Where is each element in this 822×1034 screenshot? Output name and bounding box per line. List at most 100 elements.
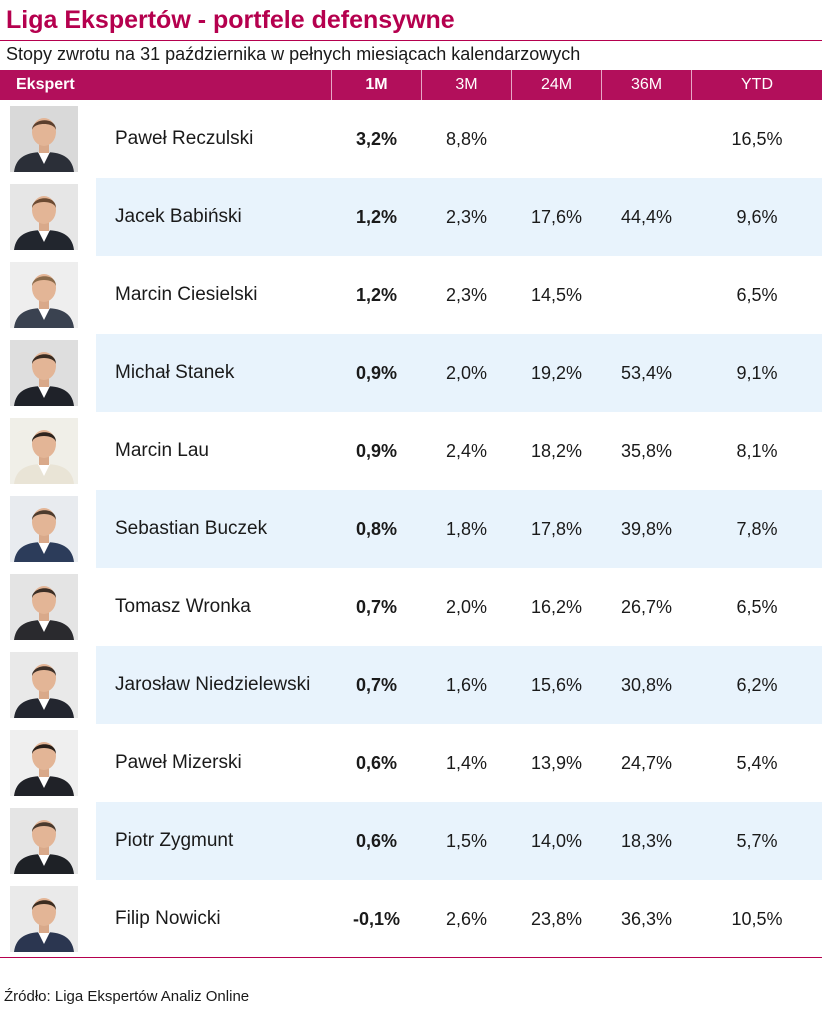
expert-name: Paweł Reczulski: [115, 128, 254, 149]
expert-avatar: [10, 808, 78, 874]
column-divider: [601, 70, 602, 100]
expert-name: Marcin Lau: [115, 440, 209, 461]
portrait-icon: [10, 106, 78, 172]
return-36m: [602, 100, 691, 178]
return-24m: 18,2%: [530, 441, 583, 461]
column-header-1m: 1M: [365, 76, 388, 93]
expert-name: Jarosław Niedzielewski: [115, 674, 311, 695]
table-row: Marcin Lau 0,9% 2,4% 18,2% 35,8% 8,1%: [0, 412, 822, 490]
return-24m: 15,6%: [530, 675, 583, 695]
return-ytd: 8,1%: [736, 441, 778, 461]
return-3m: 2,3%: [445, 207, 488, 227]
table-row: Marcin Ciesielski 1,2% 2,3% 14,5% 6,5%: [0, 256, 822, 334]
expert-name: Paweł Mizerski: [115, 752, 242, 773]
column-header-24m: 24M: [540, 76, 573, 93]
expert-avatar: [10, 262, 78, 328]
column-divider: [421, 70, 422, 100]
return-36m: 39,8%: [620, 519, 673, 539]
table-row: Tomasz Wronka 0,7% 2,0% 16,2% 26,7% 6,5%: [0, 568, 822, 646]
expert-avatar: [10, 106, 78, 172]
expert-name: Sebastian Buczek: [115, 518, 268, 539]
expert-avatar: [10, 652, 78, 718]
return-24m: 17,6%: [530, 207, 583, 227]
expert-avatar: [10, 340, 78, 406]
portrait-icon: [10, 418, 78, 484]
return-3m: 1,5%: [445, 831, 488, 851]
expert-name: Piotr Zygmunt: [115, 830, 234, 851]
column-divider: [691, 70, 692, 100]
return-36m: 18,3%: [620, 831, 673, 851]
table-row: Paweł Mizerski 0,6% 1,4% 13,9% 24,7% 5,4%: [0, 724, 822, 802]
row-band: [96, 490, 822, 568]
portrait-icon: [10, 184, 78, 250]
return-3m: 1,8%: [445, 519, 488, 539]
expert-avatar: [10, 184, 78, 250]
page-subtitle: Stopy zwrotu na 31 października w pełnyc…: [6, 44, 581, 64]
expert-name: Jacek Babiński: [115, 206, 242, 227]
return-24m: [512, 100, 601, 178]
expert-name: Filip Nowicki: [115, 908, 221, 929]
return-3m: 8,8%: [445, 129, 488, 149]
return-1m: 3,2%: [355, 129, 398, 149]
row-band: [96, 334, 822, 412]
return-24m: 17,8%: [530, 519, 583, 539]
return-ytd: 6,5%: [736, 285, 778, 305]
row-band: [96, 646, 822, 724]
expert-name: Tomasz Wronka: [115, 596, 251, 617]
expert-avatar: [10, 730, 78, 796]
portrait-icon: [10, 262, 78, 328]
return-1m: 0,7%: [355, 597, 398, 617]
table-row: Filip Nowicki -0,1% 2,6% 23,8% 36,3% 10,5%: [0, 880, 822, 958]
return-1m: -0,1%: [352, 909, 401, 929]
return-36m: 35,8%: [620, 441, 673, 461]
table-row: Jacek Babiński 1,2% 2,3% 17,6% 44,4% 9,6%: [0, 178, 822, 256]
expert-avatar: [10, 574, 78, 640]
return-3m: 2,0%: [445, 363, 488, 383]
return-3m: 1,6%: [445, 675, 488, 695]
return-1m: 0,8%: [355, 519, 398, 539]
results-table-body: Paweł Reczulski 3,2% 8,8% 16,5% Jacek Babińs…: [0, 100, 822, 958]
return-24m: 14,0%: [530, 831, 583, 851]
table-row: Michał Stanek 0,9% 2,0% 19,2% 53,4% 9,1%: [0, 334, 822, 412]
column-header-3m: 3M: [455, 76, 478, 93]
return-ytd: 9,1%: [736, 363, 778, 383]
column-divider: [511, 70, 512, 100]
expert-avatar: [10, 496, 78, 562]
row-band: [96, 178, 822, 256]
return-1m: 1,2%: [355, 207, 398, 227]
return-3m: 2,6%: [445, 909, 488, 929]
portrait-icon: [10, 340, 78, 406]
return-24m: 16,2%: [530, 597, 583, 617]
return-1m: 1,2%: [355, 285, 398, 305]
return-ytd: 10,5%: [731, 909, 783, 929]
row-band: [96, 802, 822, 880]
return-36m: 36,3%: [620, 909, 673, 929]
return-36m: 26,7%: [620, 597, 673, 617]
source-note: Źródło: Liga Ekspertów Analiz Online: [4, 988, 250, 1005]
return-ytd: 5,4%: [736, 753, 778, 773]
portrait-icon: [10, 886, 78, 952]
portrait-icon: [10, 574, 78, 640]
column-header-expert: Ekspert: [16, 76, 75, 93]
return-36m: [602, 256, 691, 334]
table-header: Ekspert 1M 3M 24M 36M YTD: [0, 70, 822, 100]
expert-name: Marcin Ciesielski: [115, 284, 258, 305]
return-3m: 1,4%: [445, 753, 488, 773]
table-row: Jarosław Niedzielewski 0,7% 1,6% 15,6% 30,8%…: [0, 646, 822, 724]
return-ytd: 5,7%: [736, 831, 778, 851]
return-1m: 0,7%: [355, 675, 398, 695]
portrait-icon: [10, 730, 78, 796]
expert-name: Michał Stanek: [115, 362, 235, 383]
return-36m: 24,7%: [620, 753, 673, 773]
return-3m: 2,3%: [445, 285, 488, 305]
expert-avatar: [10, 886, 78, 952]
portrait-icon: [10, 808, 78, 874]
return-ytd: 16,5%: [731, 129, 783, 149]
table-row: Paweł Reczulski 3,2% 8,8% 16,5%: [0, 100, 822, 178]
portrait-icon: [10, 496, 78, 562]
column-divider: [331, 70, 332, 100]
return-1m: 0,6%: [355, 753, 398, 773]
table-row: Sebastian Buczek 0,8% 1,8% 17,8% 39,8% 7,8%: [0, 490, 822, 568]
return-36m: 30,8%: [620, 675, 673, 695]
column-header-36m: 36M: [630, 76, 663, 93]
